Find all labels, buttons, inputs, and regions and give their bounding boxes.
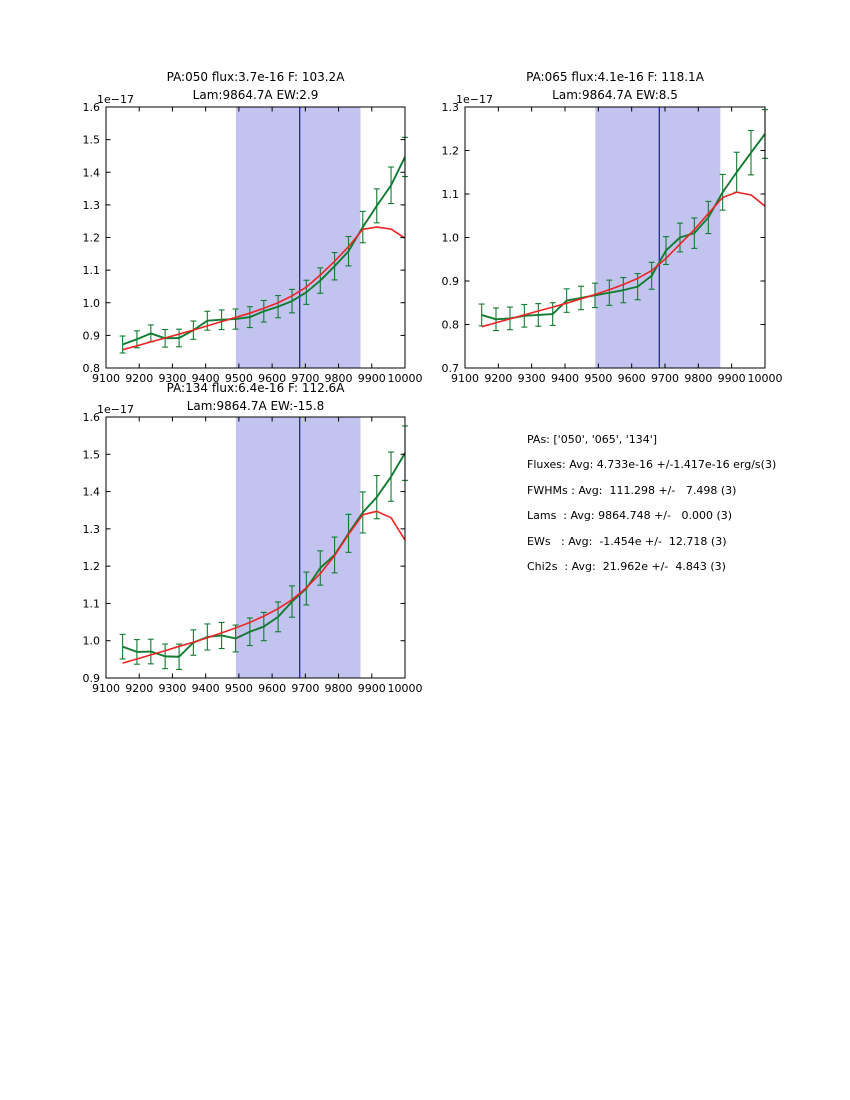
svg-text:9500: 9500	[584, 372, 612, 385]
svg-text:1.3: 1.3	[83, 523, 101, 536]
svg-text:0.9: 0.9	[83, 672, 101, 685]
plot2-title-line2: Lam:9864.7A EW:8.5	[552, 88, 678, 102]
svg-text:1.1: 1.1	[83, 597, 101, 610]
plot-3-canvas: 9100 9200 9300 9400 9500 9600 9700 9800 9900 1000…	[83, 411, 423, 695]
stats-fwhms-line: FWHMs : Avg: 111.298 +/- 7.498 (3)	[527, 484, 737, 497]
svg-text:1.4: 1.4	[83, 166, 101, 179]
model-fit-curve	[122, 510, 406, 664]
svg-text:0.7: 0.7	[442, 362, 460, 375]
svg-text:9400: 9400	[192, 372, 220, 385]
plot3-yaxis-offset-label: 1e−17	[97, 403, 134, 416]
spectrum-data-curve	[481, 133, 766, 321]
svg-text:0.9: 0.9	[83, 329, 101, 342]
svg-text:1.6: 1.6	[83, 411, 101, 424]
fit-window-band	[595, 107, 721, 368]
plot-2-canvas: 9100 9200 9300 9400 9500 9600 9700 9800 9900 1000…	[442, 101, 783, 385]
svg-text:0.8: 0.8	[442, 319, 460, 332]
stats-fluxes-line: Fluxes: Avg: 4.733e-16 +/-1.417e-16 erg/…	[527, 458, 777, 471]
svg-text:1.3: 1.3	[442, 101, 460, 114]
axis-tick-labels: 9100 9200 9300 9400 9500 9600 9700 9800 9900 1000…	[442, 101, 783, 385]
spectrum-data-curve	[122, 452, 406, 658]
svg-text:1.1: 1.1	[83, 264, 101, 277]
model-fit-curve	[481, 191, 766, 328]
axes-frame	[105, 416, 406, 679]
svg-text:9400: 9400	[192, 682, 220, 695]
svg-text:1.2: 1.2	[83, 232, 101, 245]
svg-text:10000: 10000	[388, 372, 423, 385]
svg-text:1.2: 1.2	[83, 560, 101, 573]
fit-window-band	[235, 417, 361, 678]
svg-text:0.9: 0.9	[442, 275, 460, 288]
svg-text:9400: 9400	[551, 372, 579, 385]
svg-text:9700: 9700	[291, 372, 319, 385]
axis-ticks	[105, 416, 406, 679]
plot-1-canvas: 9100 9200 9300 9400 9500 9600 9700 9800 9900 1000…	[83, 101, 423, 385]
plot2-yaxis-offset-label: 1e−17	[456, 93, 493, 106]
plot1-title-line2: Lam:9864.7A EW:2.9	[192, 88, 319, 102]
fit-window-band	[235, 107, 361, 368]
svg-text:9800: 9800	[325, 682, 353, 695]
svg-text:1.5: 1.5	[83, 134, 101, 147]
svg-text:9200: 9200	[125, 372, 153, 385]
axis-tick-labels: 9100 9200 9300 9400 9500 9600 9700 9800 9900 1000…	[83, 101, 423, 385]
svg-text:9200: 9200	[484, 372, 512, 385]
svg-text:9900: 9900	[358, 372, 386, 385]
svg-text:1.2: 1.2	[442, 145, 460, 158]
stats-chi2s-line: Chi2s : Avg: 21.962e +/- 4.843 (3)	[527, 560, 726, 573]
svg-text:0.8: 0.8	[83, 362, 101, 375]
svg-text:1.6: 1.6	[83, 101, 101, 114]
svg-text:9600: 9600	[618, 372, 646, 385]
stats-lams-line: Lams : Avg: 9864.748 +/- 0.000 (3)	[527, 509, 733, 522]
svg-text:1.4: 1.4	[83, 486, 101, 499]
svg-text:9700: 9700	[291, 682, 319, 695]
svg-text:9600: 9600	[258, 372, 286, 385]
model-fit-curve	[122, 226, 406, 351]
svg-text:9500: 9500	[225, 682, 253, 695]
svg-text:1.5: 1.5	[83, 448, 101, 461]
svg-text:9300: 9300	[158, 372, 186, 385]
svg-text:1.0: 1.0	[83, 635, 101, 648]
svg-text:9100: 9100	[451, 372, 479, 385]
stats-pas-line: PAs: ['050', '065', '134']	[527, 433, 658, 446]
axis-ticks	[105, 106, 406, 369]
plot3-title-line2: Lam:9864.7A EW:-15.8	[186, 399, 325, 413]
svg-text:9100: 9100	[92, 372, 120, 385]
svg-text:1.0: 1.0	[83, 297, 101, 310]
plot1-title-line1: PA:050 flux:3.7e-16 F: 103.2A	[166, 70, 345, 84]
svg-text:9800: 9800	[684, 372, 712, 385]
svg-text:1.1: 1.1	[442, 188, 460, 201]
svg-text:9500: 9500	[225, 372, 253, 385]
svg-text:9700: 9700	[651, 372, 679, 385]
svg-text:9600: 9600	[258, 682, 286, 695]
axis-tick-labels: 9100 9200 9300 9400 9500 9600 9700 9800 9900 1000…	[83, 411, 423, 695]
svg-text:9900: 9900	[358, 682, 386, 695]
axis-ticks	[464, 106, 766, 369]
svg-text:9800: 9800	[325, 372, 353, 385]
svg-text:9900: 9900	[718, 372, 746, 385]
plot2-title-line1: PA:065 flux:4.1e-16 F: 118.1A	[526, 70, 704, 84]
svg-text:9300: 9300	[518, 372, 546, 385]
svg-text:1.0: 1.0	[442, 232, 460, 245]
svg-text:10000: 10000	[388, 682, 423, 695]
plot3-title-line1: PA:134 flux:6.4e-16 F: 112.6A	[166, 381, 345, 395]
svg-text:10000: 10000	[748, 372, 783, 385]
svg-text:9200: 9200	[125, 682, 153, 695]
plot1-yaxis-offset-label: 1e−17	[97, 93, 134, 106]
plots-svg: 9100 9200 9300 9400 9500 9600 9700 9800 9900 1000…	[83, 101, 783, 695]
svg-text:1.3: 1.3	[83, 199, 101, 212]
svg-text:9300: 9300	[158, 682, 186, 695]
stats-ews-line: EWs : Avg: -1.454e +/- 12.718 (3)	[527, 535, 727, 548]
svg-text:9100: 9100	[92, 682, 120, 695]
